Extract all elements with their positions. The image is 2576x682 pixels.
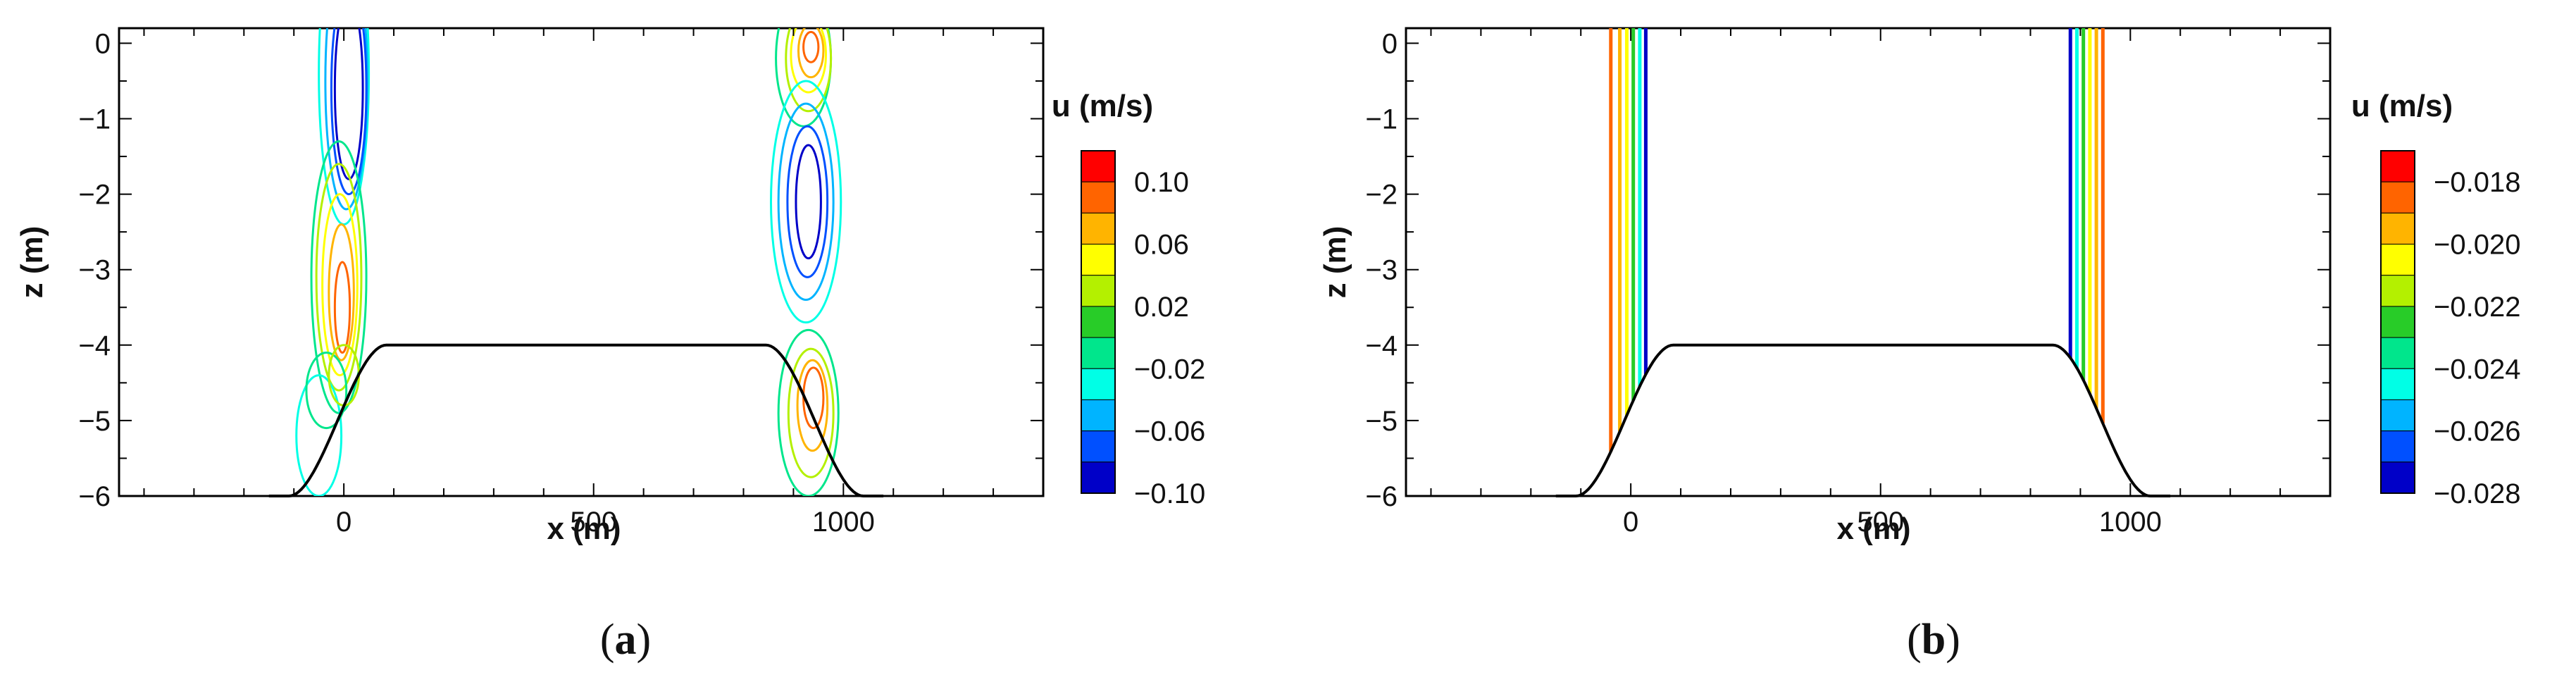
colorbar-swatch (1081, 306, 1116, 338)
y-tick-label: −5 (78, 406, 111, 437)
x-tick-label: 500 (1857, 507, 1904, 538)
bathymetry-profile (1555, 343, 2171, 497)
contour-line (328, 223, 355, 361)
contour-line (305, 352, 348, 430)
colorbar-swatch (1081, 181, 1116, 213)
y-tick-label: −1 (1365, 104, 1398, 135)
colorbar-tick-label: 0.10 (1134, 167, 1189, 198)
colorbar-frame (1081, 150, 1116, 494)
axes: 0 500 1000 0 −1 −2 −3 −4 −5 −6 (1365, 28, 2331, 538)
colorbar-frame (2380, 150, 2415, 494)
y-tick-label: −4 (1365, 330, 1398, 361)
contour-line (797, 28, 825, 79)
y-tick-label: −6 (1365, 481, 1398, 512)
y-tick-label: −4 (78, 330, 111, 361)
colorbar-swatch (2380, 181, 2415, 213)
x-tick-label: 1000 (2099, 507, 2162, 538)
axes: 0 500 1000 0 −1 −2 −3 −4 −5 −6 (78, 28, 1044, 538)
colorbar-swatch (2380, 399, 2415, 432)
contour-line (315, 163, 363, 392)
colorbar-swatch (2380, 275, 2415, 307)
contour-line (785, 28, 833, 113)
colorbar-tick-label: −0.028 (2434, 478, 2520, 509)
colorbar-swatch (2380, 430, 2415, 463)
bathymetry-line (268, 343, 884, 497)
colorbar-swatch (2380, 368, 2415, 400)
colorbar-swatch (2380, 150, 2415, 182)
colorbar-title: u (m/s) (2351, 89, 2453, 123)
contour-line (777, 102, 835, 302)
plot-frame (1405, 27, 2332, 497)
x-tick-label: 0 (336, 507, 351, 538)
y-tick-label: −1 (78, 104, 111, 135)
y-tick-label: 0 (1382, 28, 1398, 59)
panel-caption: (b) (1907, 616, 1960, 664)
plot-frame (118, 27, 1045, 497)
colorbar-tick-label: 0.02 (1134, 292, 1189, 323)
colorbar-swatch (2380, 306, 2415, 338)
contour-line (295, 374, 343, 496)
colorbar-tick-label: −0.06 (1134, 416, 1205, 447)
bathymetry-profile (268, 343, 884, 497)
y-axis-label: z (m) (1318, 226, 1352, 299)
x-tick-label: 0 (1623, 507, 1638, 538)
contour-line (786, 125, 829, 278)
panel-caption: (a) (600, 616, 651, 664)
contour-line (777, 328, 840, 496)
colorbar-swatch (1081, 244, 1116, 276)
contour-line (330, 28, 368, 196)
colorbar-title: u (m/s) (1052, 89, 1153, 123)
colorbar-swatch (2380, 461, 2415, 494)
colorbar-swatch (1081, 368, 1116, 400)
contour-line (795, 144, 822, 260)
contour-line (333, 261, 351, 354)
colorbar-swatch (1081, 212, 1116, 245)
x-axis-label: x (m) (547, 512, 621, 546)
colorbar-swatch (1081, 150, 1116, 182)
colorbar-tick-label: 0.06 (1134, 230, 1189, 261)
x-tick-label: 500 (570, 507, 617, 538)
colorbar-swatch (2380, 212, 2415, 245)
colorbar-swatch (1081, 399, 1116, 432)
x-axis-label: x (m) (1836, 512, 1910, 546)
y-tick-label: −2 (78, 180, 111, 211)
y-tick-label: −3 (1365, 255, 1398, 286)
colorbar-tick-label: −0.026 (2434, 416, 2520, 447)
colorbar-swatch (1081, 461, 1116, 494)
colorbar-tick-label: −0.022 (2434, 292, 2520, 323)
colorbar-tick-label: −0.024 (2434, 354, 2520, 385)
y-tick-label: −2 (1365, 180, 1398, 211)
y-tick-label: −5 (1365, 406, 1398, 437)
y-tick-label: 0 (95, 28, 111, 59)
colorbar-swatch (2380, 337, 2415, 369)
colorbar: −0.018 −0.020 −0.022 −0.024 −0.026 −0.028 (2380, 150, 2520, 509)
contour-line (802, 30, 820, 63)
bathymetry-line (1555, 343, 2171, 497)
x-tick-label: 1000 (812, 507, 875, 538)
colorbar-swatch (1081, 275, 1116, 307)
colorbar-tick-label: −0.020 (2434, 230, 2520, 261)
panel-b: 0 500 1000 0 −1 −2 −3 −4 −5 −6 x (m) z (m) −0.018… (1318, 27, 2520, 664)
y-tick-label: −3 (78, 255, 111, 286)
contour-line (790, 28, 827, 94)
colorbar-tick-label: −0.10 (1134, 478, 1205, 509)
colorbar-swatch (2380, 244, 2415, 276)
colorbar-tick-label: −0.02 (1134, 354, 1205, 385)
y-tick-label: −6 (78, 481, 111, 512)
colorbar: 0.10 0.06 0.02 −0.02 −0.06 −0.10 (1081, 150, 1205, 509)
contour-line (769, 80, 842, 324)
y-axis-label: z (m) (15, 226, 49, 299)
colorbar-tick-label: −0.018 (2434, 167, 2520, 198)
contour-line (333, 28, 364, 180)
colorbar-swatch (1081, 337, 1116, 369)
colorbar-swatch (1081, 430, 1116, 463)
contour-bands (1609, 28, 2105, 452)
contour-line (796, 359, 829, 452)
contour-line (787, 347, 835, 478)
contour-line (321, 193, 359, 377)
